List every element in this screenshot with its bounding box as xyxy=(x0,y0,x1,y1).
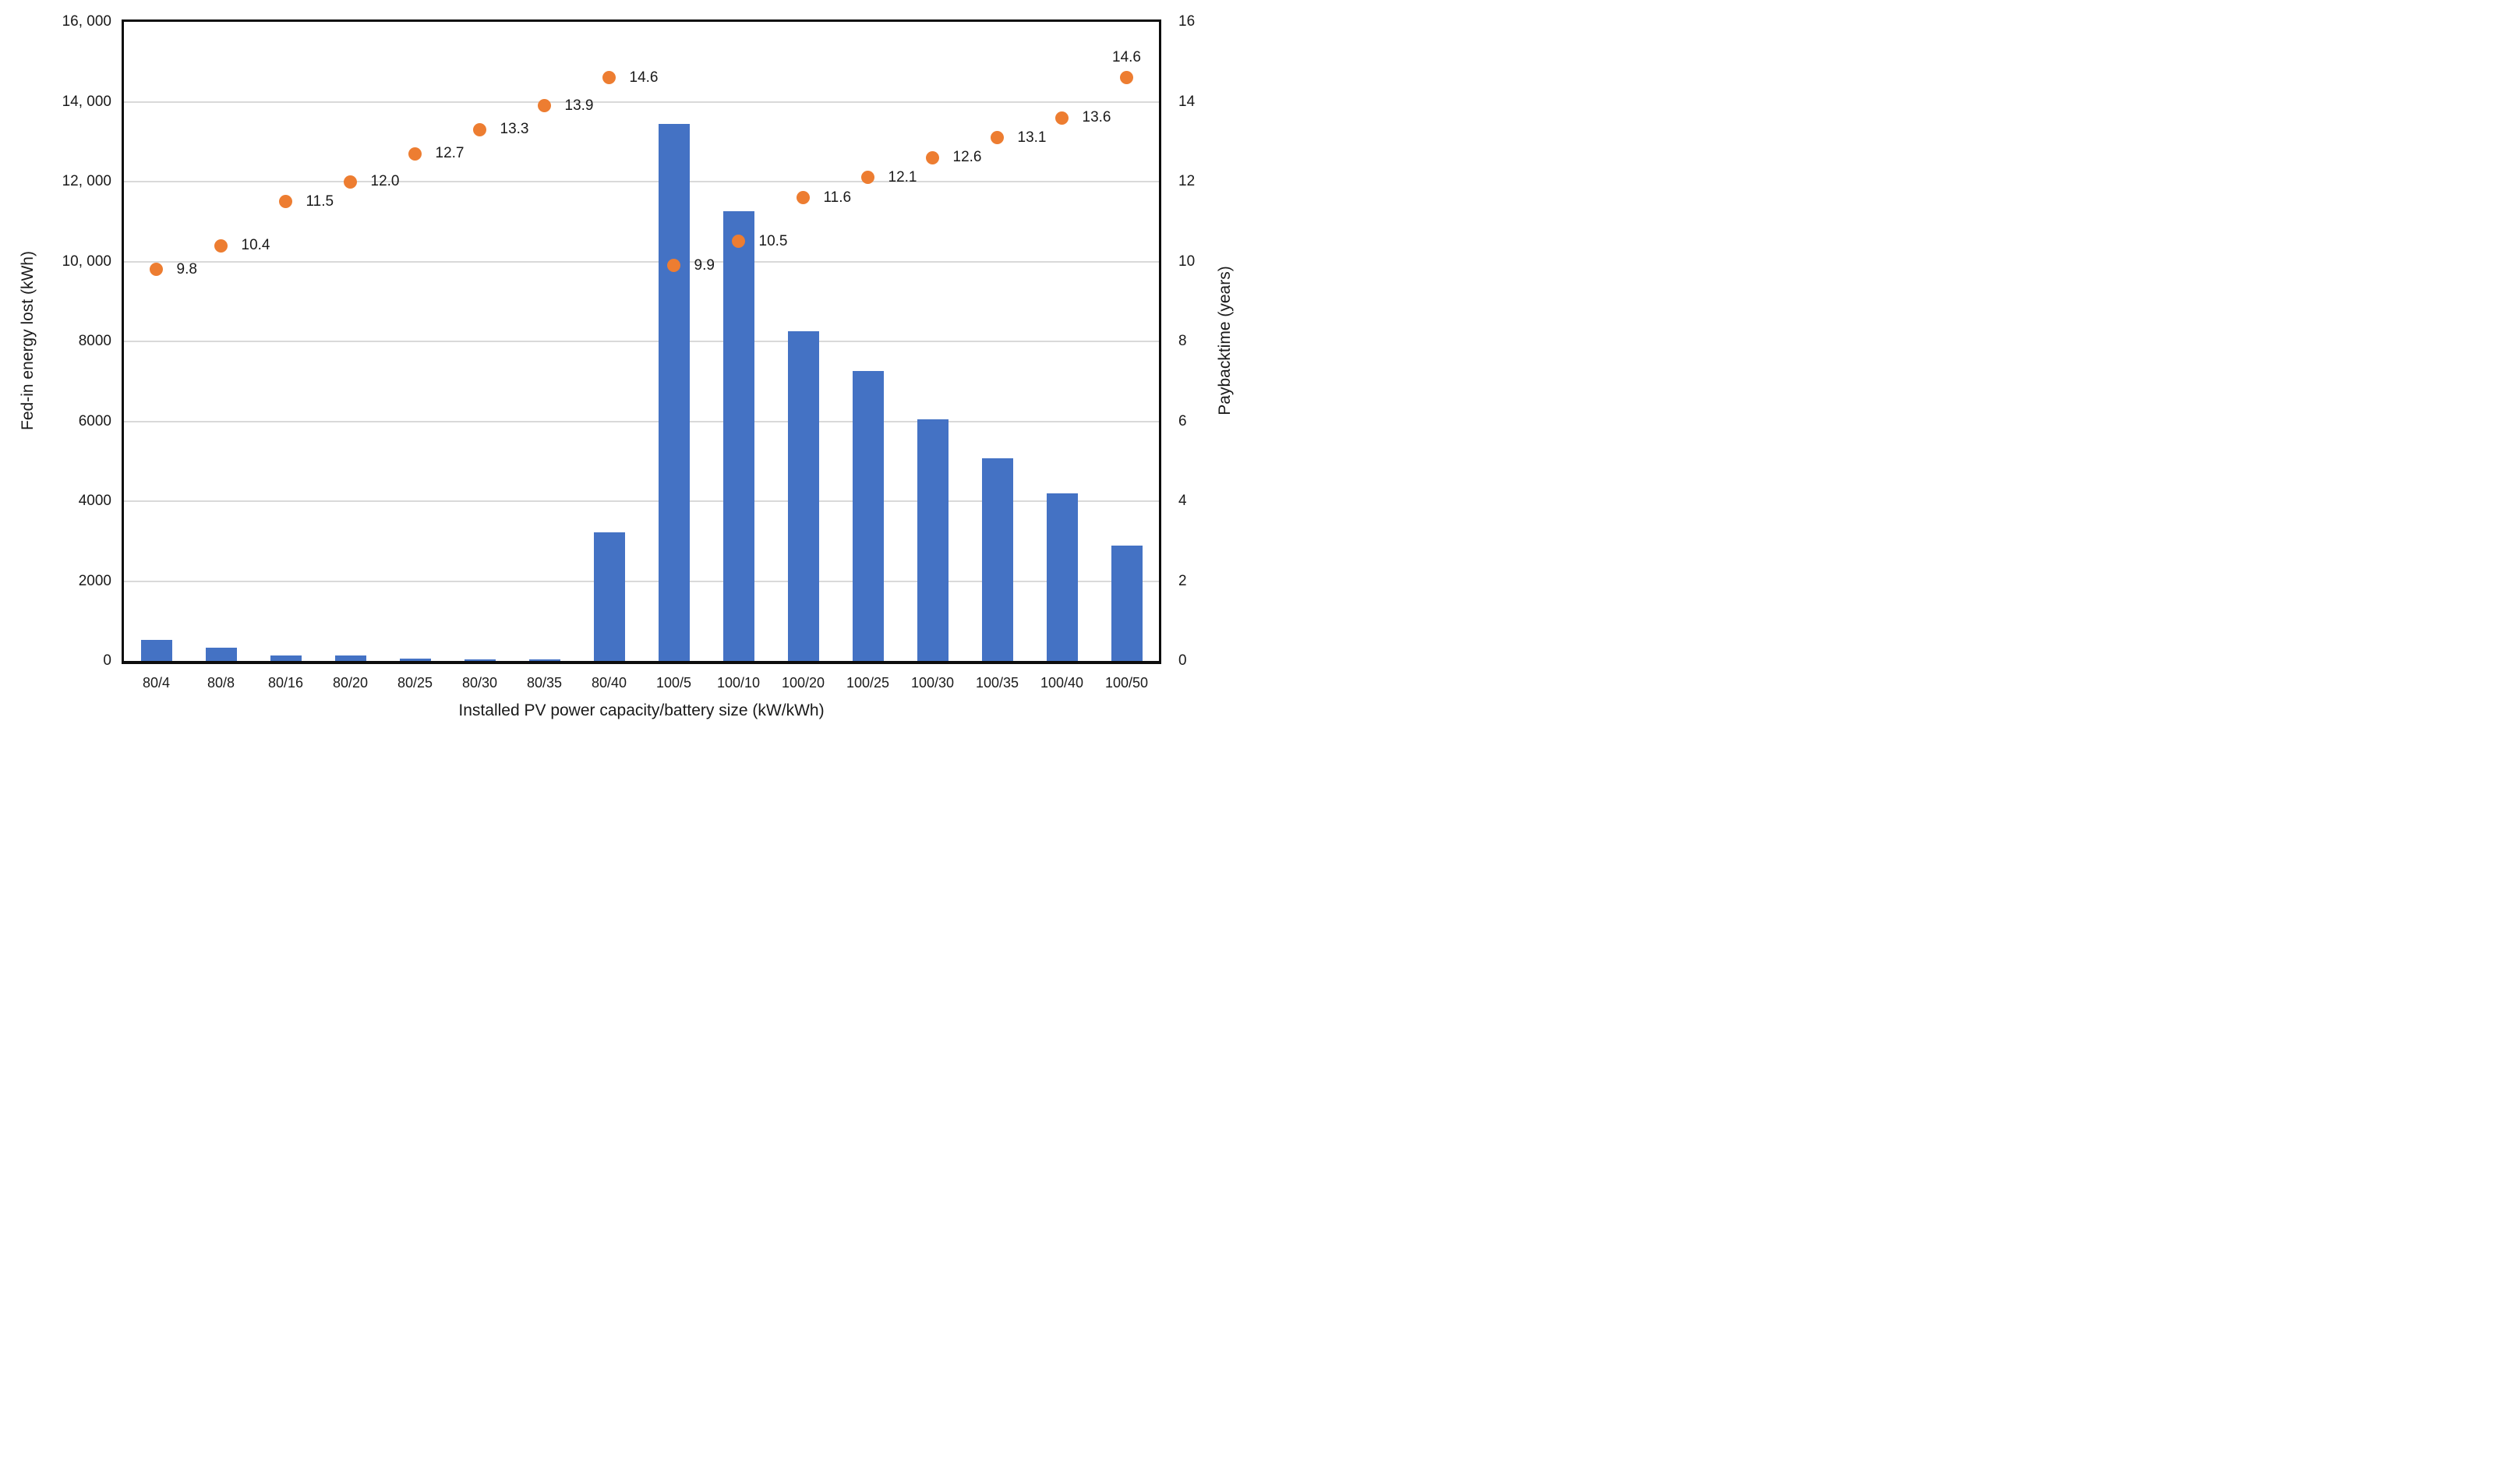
y-right-tick-8: 8 xyxy=(1178,333,1187,349)
gridline-6000 xyxy=(124,420,1159,422)
y-right-tick-12: 12 xyxy=(1178,173,1196,189)
bar-100/20 xyxy=(787,331,819,661)
dot-100/50 xyxy=(1120,71,1133,85)
dot-80/16 xyxy=(279,195,292,209)
x-tick-100/50: 100/50 xyxy=(1104,675,1149,691)
x-tick-80/4: 80/4 xyxy=(142,675,171,691)
bar-80/25 xyxy=(399,658,431,661)
y-right-tick-16: 16 xyxy=(1178,13,1196,30)
y-left-tick-12000: 12, 000 xyxy=(62,173,111,189)
dot-label-100/35: 13.1 xyxy=(1017,129,1047,146)
dot-label-100/25: 12.1 xyxy=(888,168,917,186)
x-tick-80/8: 80/8 xyxy=(207,675,235,691)
chart: 9.8 10.4 11.5 12.0 12.7 13.3 13.9 14.6 9.9 10.5 11… xyxy=(0,0,1247,742)
x-tick-80/40: 80/40 xyxy=(591,675,627,691)
dot-label-100/40: 13.6 xyxy=(1082,109,1111,125)
bar-100/25 xyxy=(852,371,884,661)
x-tick-100/20: 100/20 xyxy=(781,675,825,691)
bar-80/4 xyxy=(140,640,172,661)
dot-80/35 xyxy=(538,99,551,113)
bar-100/30 xyxy=(917,419,948,661)
y-left-tick-16000: 16, 000 xyxy=(62,13,111,30)
y-right-tick-0: 0 xyxy=(1178,652,1187,669)
bar-80/8 xyxy=(205,648,237,661)
dot-80/8 xyxy=(214,238,228,253)
x-tick-80/25: 80/25 xyxy=(397,675,433,691)
left-axis-title: Fed-in energy lost (kWh) xyxy=(19,251,37,430)
y-left-tick-2000: 2000 xyxy=(78,572,111,589)
y-right-tick-4: 4 xyxy=(1178,493,1187,509)
gridline-8000 xyxy=(124,341,1159,342)
gridline-14000 xyxy=(124,101,1159,103)
bar-100/35 xyxy=(981,458,1013,661)
dot-80/20 xyxy=(344,175,357,189)
x-axis-title: Installed PV power capacity/battery size… xyxy=(458,701,825,719)
y-right-tick-14: 14 xyxy=(1178,93,1196,110)
x-tick-100/30: 100/30 xyxy=(910,675,955,691)
y-right-tick-6: 6 xyxy=(1178,412,1187,429)
gridline-10000 xyxy=(124,260,1159,263)
bar-100/50 xyxy=(1111,545,1143,661)
x-tick-80/20: 80/20 xyxy=(332,675,369,691)
dot-label-100/10: 10.5 xyxy=(758,232,788,249)
dot-80/40 xyxy=(602,71,616,85)
x-tick-100/40: 100/40 xyxy=(1040,675,1084,691)
x-tick-80/16: 80/16 xyxy=(267,675,304,691)
bar-80/40 xyxy=(593,532,625,661)
dot-label-80/35: 13.9 xyxy=(564,97,594,114)
y-right-tick-10: 10 xyxy=(1178,253,1196,270)
gridline-12000 xyxy=(124,181,1159,182)
dot-label-100/50: 14.6 xyxy=(1112,48,1141,65)
x-tick-100/25: 100/25 xyxy=(846,675,890,691)
dot-100/30 xyxy=(926,150,939,164)
x-tick-100/10: 100/10 xyxy=(716,675,761,691)
x-tick-80/30: 80/30 xyxy=(461,675,498,691)
y-left-tick-4000: 4000 xyxy=(78,493,111,509)
x-tick-100/5: 100/5 xyxy=(655,675,692,691)
dot-label-80/16: 11.5 xyxy=(306,193,334,210)
dot-100/35 xyxy=(991,131,1004,145)
dot-100/25 xyxy=(861,171,874,185)
x-tick-80/35: 80/35 xyxy=(526,675,563,691)
bar-80/16 xyxy=(270,655,302,661)
plot-area: 9.8 10.4 11.5 12.0 12.7 13.3 13.9 14.6 9.9 10.5 11… xyxy=(122,19,1161,664)
right-axis-title: Paybacktime (years) xyxy=(1216,266,1234,415)
y-left-tick-6000: 6000 xyxy=(78,412,111,429)
y-left-tick-14000: 14, 000 xyxy=(62,93,111,110)
dot-100/5 xyxy=(667,259,680,273)
bar-100/5 xyxy=(658,123,690,661)
dot-label-80/40: 14.6 xyxy=(629,69,659,86)
bar-80/20 xyxy=(334,655,366,661)
bar-80/30 xyxy=(464,659,496,661)
dot-label-100/30: 12.6 xyxy=(952,149,982,166)
dot-label-80/8: 10.4 xyxy=(241,237,270,253)
dot-100/20 xyxy=(797,191,810,204)
y-left-tick-0: 0 xyxy=(103,652,111,669)
dot-label-80/20: 12.0 xyxy=(370,173,400,189)
dot-label-80/4: 9.8 xyxy=(176,260,197,277)
dot-80/30 xyxy=(473,122,486,136)
y-right-tick-2: 2 xyxy=(1178,572,1187,589)
bar-100/10 xyxy=(722,211,754,661)
dot-label-100/5: 9.9 xyxy=(694,256,715,274)
dot-100/10 xyxy=(732,235,745,249)
bar-80/35 xyxy=(528,659,560,661)
dot-label-80/30: 13.3 xyxy=(500,121,529,138)
y-left-tick-8000: 8000 xyxy=(78,333,111,349)
x-tick-100/35: 100/35 xyxy=(975,675,1019,691)
dot-label-100/20: 11.6 xyxy=(823,189,852,206)
dot-80/25 xyxy=(408,147,422,161)
bar-100/40 xyxy=(1046,493,1078,661)
dot-100/40 xyxy=(1055,111,1069,125)
dot-label-80/25: 12.7 xyxy=(435,145,465,162)
y-left-tick-10000: 10, 000 xyxy=(62,253,111,270)
dot-80/4 xyxy=(150,263,163,277)
